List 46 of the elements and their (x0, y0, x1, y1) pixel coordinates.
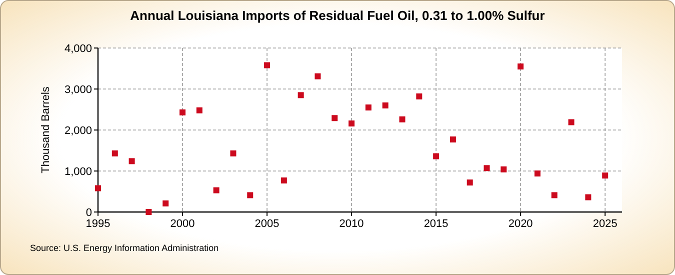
point (332, 115, 338, 122)
point (433, 153, 440, 160)
point (518, 63, 524, 70)
point (382, 102, 388, 108)
point (196, 107, 202, 114)
chart-title: Annual Louisiana Imports of Residual Fuel Oil, 0.31 to 1.00% Sulfur (130, 8, 545, 23)
point (551, 192, 558, 198)
y-tick-label: 3,000 (64, 84, 92, 96)
point (348, 120, 355, 126)
x-tick-label: 2005 (254, 218, 280, 230)
y-tick-label: 0 (86, 207, 92, 219)
x-tick-label: 2025 (592, 218, 618, 230)
y-axis-title: Thousand Barrels (40, 86, 52, 174)
point (95, 185, 101, 192)
point (534, 170, 540, 176)
point (213, 187, 220, 194)
point (416, 93, 422, 100)
point (146, 209, 152, 215)
point (365, 104, 372, 110)
point (466, 179, 473, 186)
point (450, 136, 456, 142)
x-tick-label: 2000 (170, 218, 195, 230)
point (280, 177, 287, 184)
point (585, 194, 592, 200)
point (230, 150, 236, 156)
point (500, 166, 507, 172)
point (180, 109, 186, 116)
point (298, 92, 304, 98)
point (128, 158, 135, 164)
point (314, 73, 321, 80)
point (264, 62, 270, 68)
x-tick-label: 2020 (508, 218, 533, 230)
point (484, 165, 490, 172)
point (112, 150, 118, 156)
source-note: Source: U.S. Energy Information Administration (30, 243, 219, 253)
y-tick-label: 4,000 (64, 43, 92, 55)
y-tick-label: 1,000 (64, 166, 92, 178)
x-tick-label: 2010 (339, 218, 364, 230)
point (247, 192, 254, 198)
x-tick-label: 2015 (424, 218, 448, 230)
y-tick-label: 2,000 (64, 125, 92, 137)
point (399, 116, 406, 122)
point (602, 172, 608, 179)
point (162, 200, 169, 206)
x-tick-label: 1995 (86, 218, 110, 230)
point (568, 119, 574, 126)
